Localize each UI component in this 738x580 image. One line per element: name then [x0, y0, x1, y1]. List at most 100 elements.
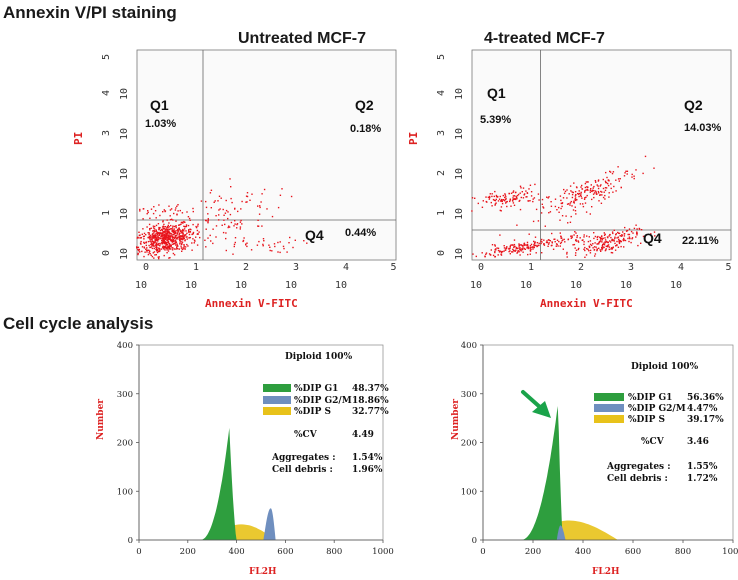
scatter-point — [619, 235, 621, 237]
scatter-point — [575, 199, 577, 201]
scatter-point — [587, 181, 589, 183]
scatter-point — [183, 225, 185, 227]
scatter-point — [471, 197, 474, 199]
scatter-point — [165, 244, 167, 247]
scatter-point — [573, 243, 576, 246]
scatter-point — [558, 211, 560, 213]
scatter-point — [472, 253, 474, 255]
scatter-point — [559, 232, 561, 234]
axis-ticks: 0 200 400 600 800 1000 0 100 200 300 400 — [461, 341, 738, 557]
scatter-point — [529, 200, 531, 202]
aggregates-value: 1.55% — [687, 462, 718, 472]
scatter-point — [513, 195, 516, 197]
scatter-point — [170, 228, 172, 230]
scatter-point — [567, 222, 569, 224]
axis-ticks: 10 0 10 0 10 1 10 1 10 2 10 2 10 3 10 3 10 4 10 4 5 5 — [101, 54, 397, 291]
scatter-point — [601, 191, 603, 193]
scatter-point — [158, 243, 160, 245]
scatter-point — [164, 249, 166, 251]
scatter-point — [571, 205, 573, 207]
scatter-point — [538, 242, 540, 245]
scatter-point — [570, 190, 572, 192]
scatter-point — [150, 243, 152, 246]
scatter-point — [506, 200, 508, 203]
scatter-point — [155, 224, 158, 227]
scatter-point — [504, 249, 507, 251]
scatter-point — [173, 254, 176, 256]
scatter-point — [526, 196, 528, 198]
scatter-point — [183, 244, 185, 246]
scatter-point — [547, 197, 549, 199]
scatter-point — [573, 234, 575, 236]
scatter-point — [590, 188, 592, 190]
scatter-point — [512, 249, 515, 251]
scatter-point — [192, 231, 195, 234]
scatter-point — [165, 236, 168, 238]
scatter-point — [185, 246, 187, 248]
scatter-point — [154, 241, 156, 244]
scatter-point — [240, 208, 242, 210]
scatter-point — [500, 253, 502, 255]
scatter-point — [187, 245, 189, 247]
scatter-point — [160, 242, 163, 244]
scatter-points — [136, 178, 308, 260]
scatter-point — [589, 249, 592, 252]
scatter-point — [576, 199, 578, 201]
scatter-point — [596, 243, 598, 245]
scatter-point — [629, 237, 631, 240]
scatter-point — [562, 197, 565, 199]
scatter-point — [611, 231, 614, 233]
scatter-point — [603, 234, 606, 236]
scatter-point — [583, 248, 585, 250]
legend-value-g1: 56.36% — [687, 393, 724, 403]
scatter-point — [236, 223, 238, 226]
scatter-point — [541, 198, 544, 201]
scatter-point — [165, 247, 167, 249]
scatter-point — [168, 233, 170, 235]
scatter-point — [610, 236, 612, 239]
scatter-point — [636, 234, 638, 236]
scatter-point — [159, 250, 161, 252]
scatter-point — [155, 235, 157, 237]
scatter-point — [511, 251, 513, 253]
scatter-point — [151, 243, 154, 245]
scatter-point — [227, 211, 229, 213]
flow-plot-frame — [471, 49, 732, 261]
scatter-point — [194, 240, 196, 242]
scatter-point — [166, 231, 168, 233]
scatter-point — [149, 250, 151, 252]
scatter-point — [538, 244, 540, 247]
scatter-point — [609, 170, 611, 173]
scatter-point — [612, 191, 614, 193]
x-tick-exponent: 5 — [726, 262, 732, 273]
scatter-point — [259, 206, 261, 209]
scatter-point — [515, 247, 517, 250]
scatter-point — [521, 191, 523, 193]
scatter-point — [189, 236, 191, 239]
scatter-point — [234, 207, 236, 210]
scatter-point — [165, 232, 168, 235]
scatter-point — [608, 192, 610, 194]
scatter-point — [568, 193, 570, 195]
scatter-point — [589, 189, 592, 191]
scatter-point — [579, 237, 581, 239]
scatter-point — [633, 175, 635, 177]
y-tick-label: 200 — [117, 439, 133, 449]
scatter-point — [224, 212, 227, 214]
scatter-point — [574, 191, 577, 193]
scatter-point — [587, 248, 589, 251]
scatter-point — [628, 236, 631, 238]
scatter-point — [271, 215, 274, 218]
scatter-point — [167, 229, 170, 231]
scatter-point — [596, 248, 598, 250]
scatter-point — [243, 237, 245, 239]
scatter-point — [490, 201, 492, 204]
scatter-point — [560, 241, 563, 244]
scatter-point — [601, 235, 603, 238]
scatter-point — [157, 250, 160, 253]
scatter-point — [529, 247, 531, 249]
scatter-point — [204, 239, 206, 241]
y-tick-exponent: 5 — [436, 54, 447, 60]
scatter-point — [258, 213, 261, 215]
scatter-point — [158, 204, 160, 206]
